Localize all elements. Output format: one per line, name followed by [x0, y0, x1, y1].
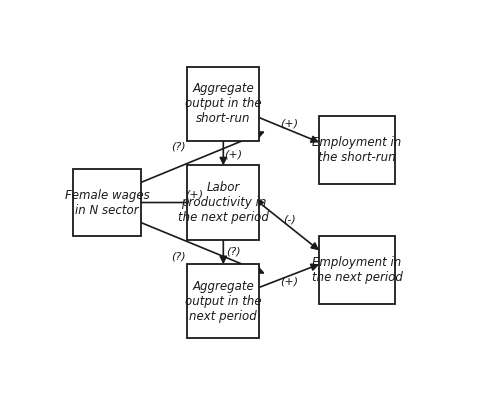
Bar [188, 67, 259, 141]
Text: (?): (?) [226, 247, 240, 257]
Text: Labor
productivity in
the next period: Labor productivity in the next period [178, 181, 269, 224]
Text: Female wages
in N sector: Female wages in N sector [64, 188, 150, 217]
Text: Aggregate
output in the
short-run: Aggregate output in the short-run [185, 82, 262, 125]
Text: (?): (?) [172, 251, 186, 261]
Text: Employment in
the next period: Employment in the next period [312, 256, 402, 284]
Text: (-): (-) [283, 215, 296, 225]
Bar [73, 168, 141, 237]
Text: Aggregate
output in the
next period: Aggregate output in the next period [185, 280, 262, 323]
Text: (+): (+) [185, 190, 204, 200]
Text: (+): (+) [280, 119, 298, 129]
Text: (+): (+) [280, 276, 298, 286]
Bar [319, 116, 395, 184]
Bar [319, 237, 395, 304]
Text: (+): (+) [224, 150, 242, 160]
Text: (?): (?) [172, 142, 186, 152]
Bar [188, 264, 259, 338]
Bar [188, 166, 259, 239]
Text: Employment in
the short-run: Employment in the short-run [312, 136, 402, 164]
